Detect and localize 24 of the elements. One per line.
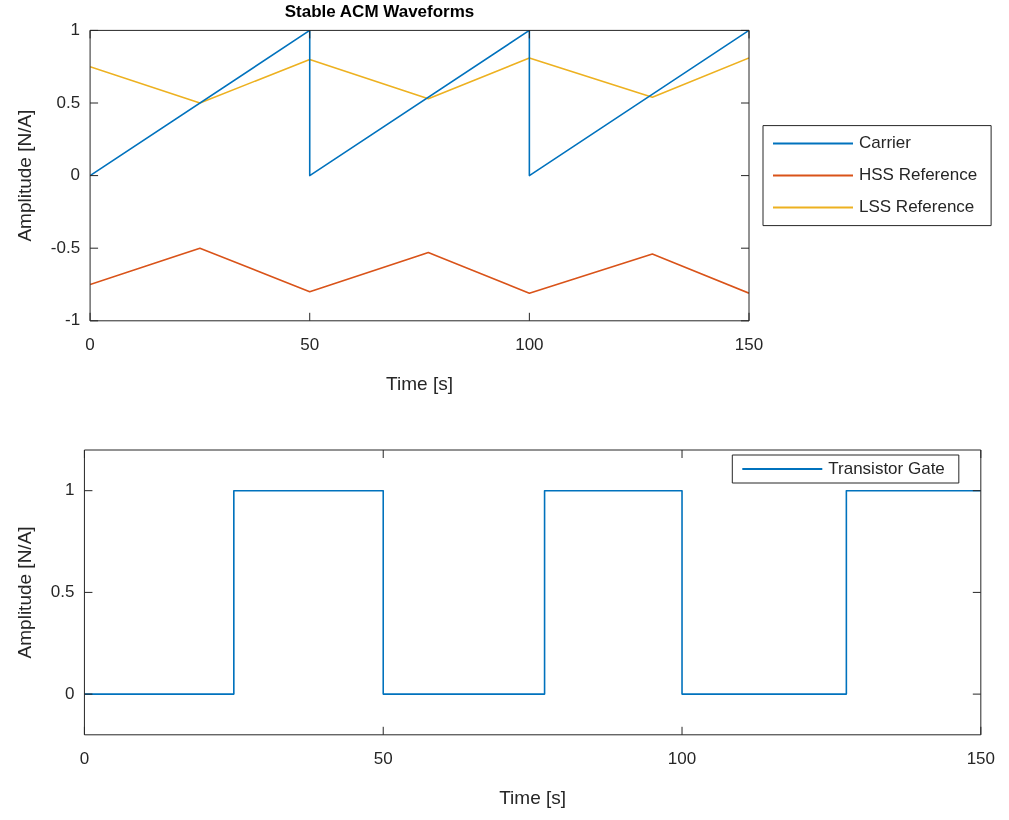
x-tick-label: 50 <box>373 748 393 768</box>
y-tick-label: -1 <box>64 310 81 330</box>
y-tick-label: 0.5 <box>50 582 75 602</box>
y-tick-label: 0 <box>70 165 81 185</box>
legend-label: Carrier <box>859 133 912 153</box>
x-axis-title: Time [s] <box>499 786 567 808</box>
chart-title: Stable ACM Waveforms <box>284 1 475 21</box>
x-tick-label: 100 <box>667 748 697 768</box>
x-tick-label: 150 <box>966 748 996 768</box>
y-tick-label: 0 <box>64 683 75 703</box>
x-tick-label: 150 <box>734 334 764 354</box>
y-tick-label: 1 <box>70 20 81 40</box>
x-axis-title: Time [s] <box>386 372 453 394</box>
y-tick-label: -0.5 <box>50 237 81 257</box>
x-tick-label: 0 <box>85 334 95 354</box>
legend-label: HSS Reference <box>859 165 978 185</box>
y-tick-label: 0.5 <box>56 92 81 112</box>
x-tick-label: 100 <box>515 334 544 354</box>
legend-label: Transistor Gate <box>828 458 945 478</box>
y-axis-title: Amplitude [N/A] <box>13 526 35 659</box>
y-tick-label: 1 <box>64 480 75 500</box>
x-tick-label: 50 <box>300 334 320 354</box>
y-axis-title: Amplitude [N/A] <box>13 109 35 242</box>
legend-label: LSS Reference <box>859 197 975 217</box>
